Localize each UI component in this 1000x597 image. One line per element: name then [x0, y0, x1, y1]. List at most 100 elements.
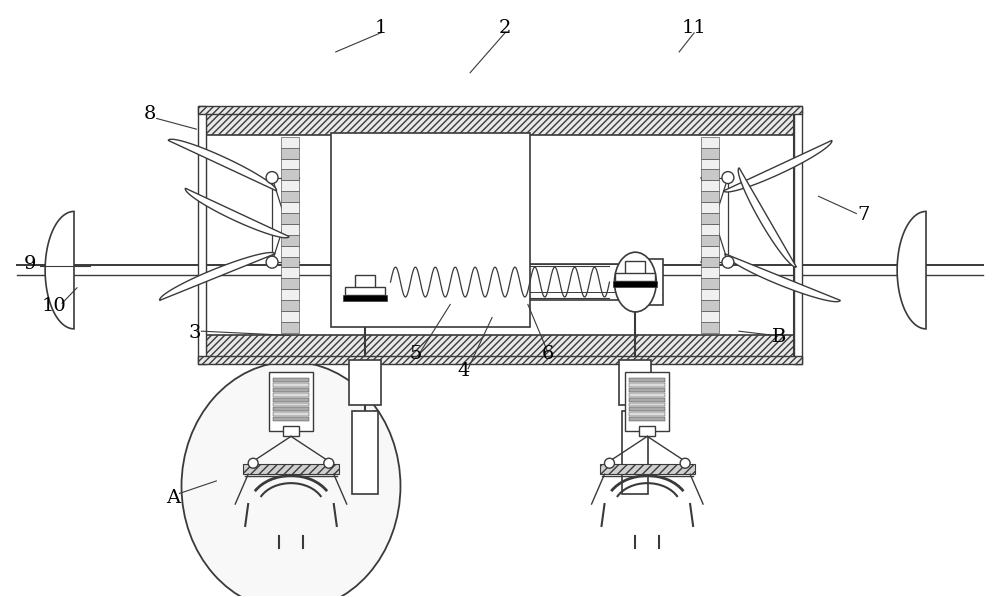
Bar: [629, 378, 665, 381]
Bar: [701, 137, 719, 147]
Circle shape: [722, 171, 734, 183]
Bar: [281, 267, 299, 278]
Text: 1: 1: [374, 19, 387, 37]
Bar: [206, 335, 794, 362]
Bar: [629, 393, 665, 396]
Bar: [281, 278, 299, 290]
Bar: [381, 264, 619, 300]
Bar: [701, 278, 719, 290]
Bar: [349, 360, 381, 405]
Bar: [281, 202, 299, 213]
Bar: [281, 246, 299, 257]
Bar: [281, 137, 299, 147]
Bar: [281, 147, 299, 159]
Bar: [281, 257, 299, 267]
Bar: [701, 257, 719, 267]
Bar: [794, 106, 802, 364]
Text: 4: 4: [457, 362, 469, 380]
Bar: [701, 147, 719, 159]
Circle shape: [680, 458, 690, 468]
Bar: [701, 202, 719, 213]
Polygon shape: [738, 168, 796, 267]
Text: A: A: [166, 488, 181, 507]
Bar: [629, 408, 665, 411]
Bar: [198, 356, 802, 364]
Bar: [243, 464, 339, 474]
Bar: [273, 383, 309, 387]
Polygon shape: [725, 254, 840, 301]
Ellipse shape: [614, 252, 656, 312]
Bar: [198, 106, 206, 364]
Bar: [701, 300, 719, 311]
Bar: [701, 290, 719, 300]
Bar: [345, 287, 385, 295]
Text: 10: 10: [42, 297, 66, 315]
Text: 7: 7: [857, 207, 869, 224]
Bar: [629, 417, 665, 421]
Bar: [701, 311, 719, 322]
Bar: [343, 295, 387, 301]
Polygon shape: [168, 139, 277, 191]
Bar: [629, 387, 665, 392]
Bar: [269, 372, 313, 432]
Bar: [352, 411, 378, 494]
Circle shape: [266, 256, 278, 268]
Bar: [273, 398, 309, 402]
Circle shape: [324, 458, 334, 468]
Text: 5: 5: [409, 345, 422, 364]
Text: 2: 2: [499, 19, 511, 37]
Bar: [273, 393, 309, 396]
Bar: [701, 213, 719, 224]
Bar: [600, 464, 695, 474]
Bar: [381, 264, 619, 292]
Text: 11: 11: [682, 19, 706, 37]
Circle shape: [248, 458, 258, 468]
Bar: [206, 108, 794, 362]
Bar: [281, 235, 299, 246]
Bar: [701, 159, 719, 170]
Bar: [629, 413, 665, 417]
Text: 6: 6: [542, 345, 554, 364]
Text: 3: 3: [188, 324, 201, 342]
Text: 8: 8: [143, 105, 156, 124]
Bar: [701, 246, 719, 257]
Bar: [273, 408, 309, 411]
Bar: [337, 259, 351, 305]
Text: 9: 9: [24, 255, 36, 273]
Bar: [283, 426, 299, 436]
Bar: [615, 273, 655, 281]
Circle shape: [266, 171, 278, 183]
Bar: [281, 311, 299, 322]
Bar: [701, 267, 719, 278]
Bar: [701, 191, 719, 202]
Bar: [281, 224, 299, 235]
Bar: [273, 387, 309, 392]
Bar: [273, 417, 309, 421]
Polygon shape: [897, 211, 926, 329]
Bar: [281, 191, 299, 202]
Ellipse shape: [181, 362, 400, 597]
Circle shape: [605, 458, 614, 468]
Circle shape: [722, 256, 734, 268]
Bar: [281, 300, 299, 311]
Bar: [649, 259, 663, 305]
Bar: [701, 322, 719, 333]
Bar: [273, 402, 309, 407]
Bar: [701, 170, 719, 180]
Bar: [281, 290, 299, 300]
Bar: [273, 413, 309, 417]
Bar: [701, 235, 719, 246]
Bar: [701, 224, 719, 235]
Bar: [625, 261, 645, 277]
Bar: [281, 159, 299, 170]
Bar: [625, 372, 669, 432]
Bar: [273, 378, 309, 381]
Polygon shape: [160, 253, 275, 300]
Polygon shape: [724, 140, 832, 192]
Bar: [198, 106, 802, 114]
Bar: [629, 398, 665, 402]
Bar: [355, 275, 375, 291]
Bar: [622, 411, 648, 494]
Polygon shape: [185, 188, 289, 238]
Polygon shape: [45, 211, 74, 329]
